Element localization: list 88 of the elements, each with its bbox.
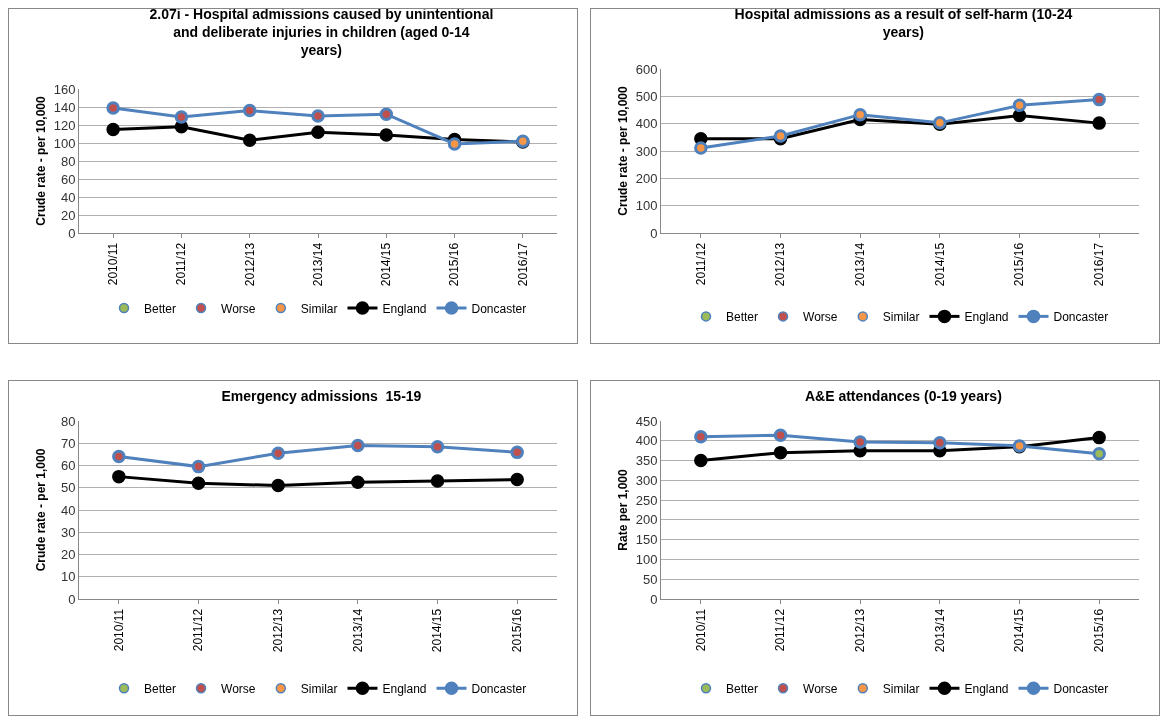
x-tick-label: 2015/16 (447, 242, 462, 287)
y-tick-label: 80 (60, 413, 76, 429)
y-tick-label: 200 (635, 512, 658, 528)
y-tick-label: 0 (650, 591, 658, 607)
y-tick-label: 400 (635, 116, 658, 132)
x-tick-label: 2015/16 (1092, 608, 1107, 653)
legend-label: Better (726, 310, 759, 325)
x-tick-label: 2013/14 (932, 608, 947, 653)
x-tick-label: 2013/14 (853, 242, 868, 287)
y-tick-label: 50 (642, 571, 658, 587)
legend-label: Worse (803, 681, 838, 696)
x-tick-label: 2014/15 (379, 242, 394, 287)
x-tick-label: 2012/13 (242, 242, 257, 287)
y-tick-label: 400 (635, 433, 658, 449)
legend-label: Worse (221, 681, 256, 696)
y-tick-label: 100 (53, 135, 76, 151)
y-tick-label: 300 (635, 143, 658, 159)
legend-label: Better (144, 681, 177, 696)
x-tick-label: 2011/12 (693, 242, 708, 286)
x-tick-label: 2013/14 (350, 608, 365, 653)
y-tick-label: 40 (60, 502, 76, 518)
y-tick-label: 120 (53, 117, 76, 133)
y-tick-label: 350 (635, 453, 658, 469)
x-tick-label: 2015/16 (510, 608, 525, 653)
y-tick-label: 450 (635, 413, 658, 429)
y-tick-label: 200 (635, 170, 658, 186)
legend-label: Better (726, 681, 759, 696)
legend-label: Doncaster (1053, 310, 1109, 325)
x-tick-label: 2012/13 (773, 242, 788, 287)
y-tick-label: 250 (635, 492, 658, 508)
x-tick-label: 2010/11 (693, 608, 708, 652)
x-tick-label: 2012/13 (853, 608, 868, 653)
legend-label: England (964, 310, 1009, 325)
y-tick-label: 100 (635, 198, 658, 214)
x-tick-label: 2011/12 (191, 608, 206, 652)
legend-label: Similar (300, 681, 338, 696)
x-tick-label: 2010/11 (106, 242, 121, 286)
x-tick-label: 2016/17 (1092, 242, 1107, 287)
legend-label: Doncaster (1053, 681, 1109, 696)
y-tick-label: 40 (60, 189, 76, 205)
legend-label: Better (144, 301, 177, 316)
x-tick-label: 2013/14 (310, 242, 325, 287)
y-axis-title: Crude rate - per 10,000 (34, 95, 48, 226)
legend-label: Doncaster (471, 681, 527, 696)
y-axis-title: Crude rate - per 1,000 (34, 448, 48, 572)
x-tick-label: 2010/11 (111, 608, 126, 652)
chart-title: 2.07i - Hospital admissions caused by unintentional and deliberate injuries in children (aged 0-14 years) (149, 6, 494, 59)
legend-label: Similar (882, 681, 920, 696)
y-tick-label: 160 (53, 81, 76, 97)
legend-label: Similar (300, 301, 338, 316)
legend-label: England (382, 681, 427, 696)
chart-title: Emergency admissions 15-19 (221, 387, 422, 404)
y-tick-label: 10 (60, 569, 76, 585)
x-tick-label: 2014/15 (1012, 608, 1027, 653)
y-tick-label: 0 (68, 591, 76, 607)
y-tick-label: 100 (635, 551, 658, 567)
y-tick-label: 50 (60, 480, 76, 496)
y-tick-label: 80 (60, 153, 76, 169)
x-tick-label: 2016/17 (515, 242, 530, 287)
y-tick-label: 70 (60, 435, 76, 451)
legend-label: England (964, 681, 1009, 696)
legend-label: Worse (221, 301, 256, 316)
y-tick-label: 20 (60, 547, 76, 563)
legend-label: Doncaster (471, 301, 527, 316)
y-tick-label: 0 (68, 225, 76, 241)
x-tick-label: 2012/13 (271, 608, 286, 653)
x-tick-label: 2011/12 (174, 242, 189, 286)
y-tick-label: 600 (635, 61, 658, 77)
x-tick-label: 2011/12 (773, 608, 788, 652)
chart-title: A&E attendances (0-19 years) (804, 387, 1002, 404)
legend-label: Similar (882, 310, 920, 325)
y-tick-label: 30 (60, 524, 76, 540)
y-tick-label: 140 (53, 99, 76, 115)
y-tick-label: 20 (60, 207, 76, 223)
y-axis-title: Crude rate - per 10,000 (616, 85, 630, 216)
x-tick-label: 2015/16 (1012, 242, 1027, 287)
legend-label: England (382, 301, 427, 316)
legend-label: Worse (803, 310, 838, 325)
y-tick-label: 60 (60, 458, 76, 474)
x-tick-label: 2014/15 (430, 608, 445, 653)
y-tick-label: 150 (635, 532, 658, 548)
y-tick-label: 500 (635, 88, 658, 104)
x-tick-label: 2014/15 (932, 242, 947, 287)
chart-title: Hospital admissions as a result of self-harm (10-24 years) (734, 6, 1073, 41)
y-tick-label: 300 (635, 472, 658, 488)
y-axis-title: Rate per 1,000 (616, 468, 630, 551)
y-tick-label: 0 (650, 225, 658, 241)
y-tick-label: 60 (60, 171, 76, 187)
